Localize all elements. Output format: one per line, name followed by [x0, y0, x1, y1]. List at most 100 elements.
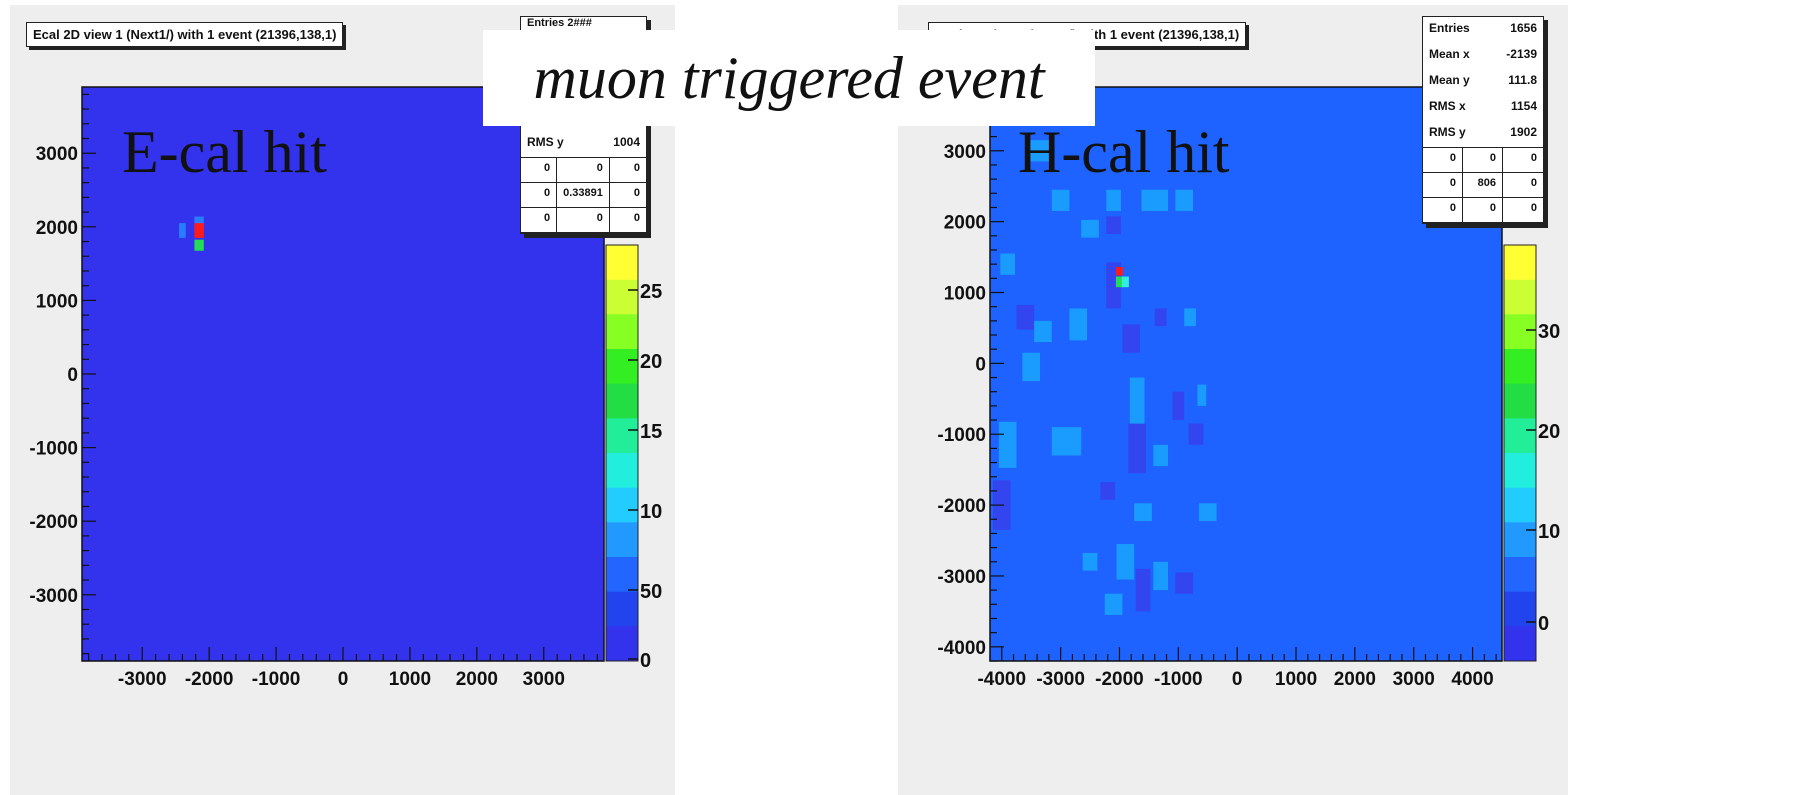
hcal-palette-segment	[1504, 349, 1536, 385]
hcal-cell	[1025, 140, 1049, 162]
ecal-x-tick-label: -2000	[185, 669, 234, 690]
hcal-heatmap: 30 20 10 0 -4000 -3000 -2000 -1000 0 1000 2000 3000…	[937, 86, 1560, 690]
hcal-cell	[1106, 189, 1121, 212]
hcal-stat-key: RMS x	[1429, 99, 1466, 113]
ecal-palette-label: 15	[640, 421, 662, 443]
hcal-grid-cell: 0	[1463, 148, 1503, 173]
ecal-grid-cell: 0	[609, 158, 646, 183]
hcal-plot-background	[990, 87, 1502, 661]
ecal-y-tick-label: -1000	[29, 439, 78, 460]
hcal-cell	[1100, 482, 1116, 500]
hcal-grid-cell: 0	[1463, 198, 1503, 223]
ecal-palette-segment	[606, 383, 638, 419]
ecal-palette-segment	[606, 591, 638, 627]
ecal-x-tick-label: 2000	[456, 669, 498, 690]
hcal-stat-val: 1656	[1510, 21, 1537, 35]
ecal-palette-frame	[605, 244, 639, 662]
hcal-cell	[1115, 276, 1124, 288]
ecal-y-tick-label: 2000	[36, 218, 78, 239]
ecal-grid-cell: 0	[521, 158, 558, 183]
hcal-stat-val: -2139	[1506, 47, 1537, 61]
hcal-stat-key: Entries	[1429, 21, 1470, 35]
hcal-stats-grid: 0 0 0 0 806 0 0 0 0	[1423, 147, 1543, 223]
ecal-palette-label: 10	[640, 501, 662, 523]
hcal-cell	[1128, 423, 1146, 474]
hcal-cell	[1051, 189, 1070, 212]
hcal-cell	[1051, 427, 1082, 456]
hcal-cell	[1175, 189, 1194, 212]
hcal-cell	[998, 421, 1017, 468]
ecal-palette-label: 50	[640, 581, 662, 603]
hcal-palette-segment	[1504, 279, 1536, 315]
hcal-cell	[1172, 391, 1185, 421]
hcal-palette-segment	[1504, 522, 1536, 558]
hcal-grid-cell: 0	[1503, 148, 1543, 173]
ecal-stat-val: 1004	[613, 135, 640, 149]
hcal-axes-frame	[989, 86, 1503, 662]
hcal-x-tick-label: 2000	[1334, 669, 1376, 690]
hcal-y-tick-label: 3000	[944, 142, 986, 163]
hcal-grid-cell: 0	[1423, 148, 1463, 173]
hcal-cell	[1082, 552, 1098, 571]
hcal-y-tick-label: -2000	[937, 496, 986, 517]
ecal-palette-segment	[606, 418, 638, 454]
ecal-stats-top: Entries 2###	[521, 17, 646, 35]
hcal-palette-segment	[1504, 383, 1536, 419]
ecal-title: Ecal 2D view 1 (Next1/) with 1 event (21…	[26, 22, 344, 47]
hcal-cell	[1122, 324, 1141, 353]
hcal-stat-val: 1902	[1510, 125, 1537, 139]
ecal-y-tick-label: 1000	[36, 291, 78, 312]
hcal-grid-cell: 806	[1463, 173, 1503, 198]
ecal-stats-grid: 0 0 0 0 0.33891 0 0 0 0	[521, 157, 646, 233]
hcal-cell	[1121, 276, 1129, 288]
hcal-palette-label: 0	[1538, 613, 1549, 635]
ecal-grid-cell: 0	[557, 208, 610, 233]
hcal-palette-segment	[1504, 453, 1536, 489]
hcal-x-tick-label: -3000	[1036, 669, 1085, 690]
hcal-y-tick-label: -3000	[937, 567, 986, 588]
hcal-palette-segment	[1504, 591, 1536, 627]
hcal-palette-segment	[1504, 245, 1536, 281]
ecal-grid-cell: 0.33891	[557, 183, 610, 208]
hcal-cell	[1198, 503, 1217, 522]
ecal-palette-label: 25	[640, 281, 662, 303]
ecal-palette-segment	[606, 349, 638, 385]
hcal-y-tick-label: 1000	[944, 284, 986, 305]
hcal-cell	[1129, 377, 1145, 428]
hcal-cell	[1106, 216, 1121, 235]
hcal-cell	[1116, 544, 1135, 580]
hcal-cell	[1184, 308, 1196, 327]
hcal-y-tick-label: 2000	[944, 213, 986, 234]
ecal-stat-key: RMS y	[527, 135, 564, 149]
hcal-cell	[1135, 568, 1151, 612]
hcal-palette-segment	[1504, 557, 1536, 593]
hcal-cell	[1153, 561, 1169, 591]
ecal-cell	[194, 223, 204, 238]
hcal-palette-frame	[1503, 244, 1537, 662]
ecal-y-tick-label: 0	[67, 365, 78, 386]
hcal-grid-cell: 0	[1423, 198, 1463, 223]
hcal-y-tick-label: -1000	[937, 425, 986, 446]
ecal-x-tick-label: -1000	[252, 669, 301, 690]
ecal-palette-label: 0	[640, 650, 651, 672]
hcal-stat-rms-y: RMS y 1902	[1423, 121, 1543, 147]
hcal-cell	[1016, 304, 1035, 330]
ecal-heatmap: 25 20 15 10 50 0 -3000 -2000 -1000 0 1000 2000 3000 3…	[29, 86, 662, 690]
hcal-cell	[1081, 219, 1099, 238]
hcal-cell	[1141, 189, 1169, 212]
hcal-hit-label: H-cal hit	[1018, 119, 1230, 185]
ecal-x-tick-label: 3000	[523, 669, 565, 690]
hcal-cell	[1153, 444, 1169, 467]
hcal-stat-val: 1154	[1510, 99, 1537, 113]
hcal-grid-cell: 0	[1423, 173, 1463, 198]
hcal-cell	[1134, 503, 1152, 522]
ecal-cell	[194, 239, 204, 251]
ecal-y-tick-label: 3000	[36, 144, 78, 165]
hcal-x-tick-label: -1000	[1154, 669, 1203, 690]
ecal-x-tick-label: 0	[338, 669, 349, 690]
hcal-cell	[1034, 320, 1052, 343]
hcal-stat-key: RMS y	[1429, 125, 1466, 139]
ecal-palette-segment	[606, 279, 638, 315]
hcal-palette-segment	[1504, 626, 1536, 662]
ecal-palette-segment	[606, 453, 638, 489]
